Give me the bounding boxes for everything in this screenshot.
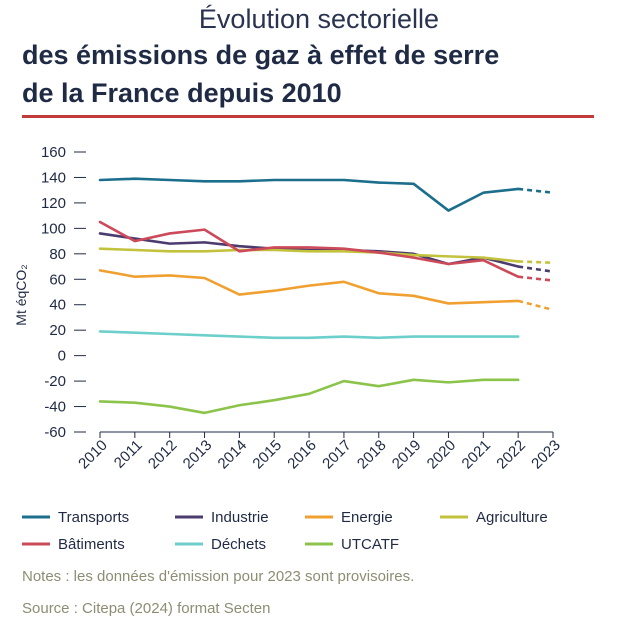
series-déchets bbox=[98, 330, 520, 340]
x-axis: 2010 2011 2012 2013 2014 2015 2016 2017 2018 2019… bbox=[75, 431, 564, 473]
legend-label: Industrie bbox=[211, 509, 269, 526]
chart-source: Source : Citepa (2024) format Secten bbox=[22, 600, 271, 617]
legend-item: Agriculture bbox=[440, 509, 548, 526]
y-tick-label: -20 bbox=[44, 373, 66, 390]
x-tick-label: 2023 bbox=[528, 437, 564, 473]
emissions-line-chart: Mt éqCO₂ -60-40-20020406080100120140160 … bbox=[13, 144, 564, 553]
series-line-provisional bbox=[517, 299, 554, 312]
y-tick-label: -60 bbox=[44, 424, 66, 441]
x-tick-label: 2014 bbox=[215, 437, 251, 473]
x-tick-label: 2011 bbox=[111, 437, 146, 472]
y-tick-label: -40 bbox=[44, 399, 66, 416]
series-line-provisional bbox=[518, 260, 554, 265]
series-line-solid bbox=[98, 247, 520, 263]
x-tick-label: 2020 bbox=[424, 437, 460, 473]
x-tick-label: 2018 bbox=[354, 437, 390, 473]
chart-title-line-1: Évolution sectorielle bbox=[198, 4, 440, 34]
series-agriculture bbox=[98, 247, 554, 265]
title-divider bbox=[22, 115, 594, 118]
series-line-solid bbox=[98, 269, 520, 305]
chart-notes: Notes : les données d'émission pour 2023… bbox=[22, 568, 415, 585]
x-tick-label: 2019 bbox=[389, 437, 425, 473]
series-line-solid bbox=[98, 177, 520, 212]
legend-label: Déchets bbox=[211, 536, 266, 553]
series-lines bbox=[98, 177, 554, 415]
legend-item: Déchets bbox=[175, 536, 266, 553]
y-tick-label: 140 bbox=[41, 169, 66, 186]
series-bâtiments bbox=[98, 220, 554, 282]
chart-title-line-2: des émissions de gaz à effet de serre bbox=[22, 40, 500, 70]
x-tick-label: 2022 bbox=[493, 437, 529, 473]
legend-label: Transports bbox=[58, 509, 129, 526]
x-tick-label: 2016 bbox=[284, 437, 320, 473]
legend-label: UTCATF bbox=[341, 536, 399, 553]
x-tick-label: 2010 bbox=[75, 437, 111, 473]
legend-item: Industrie bbox=[175, 509, 269, 526]
x-tick-label: 2012 bbox=[145, 437, 181, 473]
series-line-provisional bbox=[518, 187, 554, 195]
y-tick-label: 100 bbox=[41, 220, 66, 237]
y-tick-label: 120 bbox=[41, 195, 66, 212]
chart-title-line-3: de la France depuis 2010 bbox=[22, 78, 342, 108]
y-axis: -60 -40 -20 0 20 40 60 80 100 120 140 160 bbox=[41, 144, 86, 441]
series-utcatf bbox=[98, 378, 520, 415]
legend: Transports Industrie Energie Agriculture Bât… bbox=[22, 509, 548, 553]
x-tick-label: 2015 bbox=[249, 437, 285, 473]
series-line-provisional bbox=[517, 265, 554, 273]
legend-label: Bâtiments bbox=[58, 536, 125, 553]
y-tick-label: 0 bbox=[58, 348, 66, 365]
y-axis-label: Mt éqCO₂ bbox=[13, 264, 29, 325]
legend-label: Energie bbox=[341, 509, 393, 526]
legend-item: UTCATF bbox=[305, 536, 399, 553]
series-line-solid bbox=[98, 378, 520, 415]
legend-label: Agriculture bbox=[476, 509, 548, 526]
series-line-solid bbox=[98, 330, 520, 340]
series-transports bbox=[98, 177, 554, 212]
legend-item: Bâtiments bbox=[22, 536, 125, 553]
y-tick-label: 80 bbox=[49, 246, 66, 263]
legend-item: Energie bbox=[305, 509, 393, 526]
series-line-provisional bbox=[518, 275, 554, 282]
y-tick-label: 40 bbox=[49, 297, 66, 314]
x-tick-label: 2021 bbox=[459, 437, 495, 473]
legend-item: Transports bbox=[22, 509, 129, 526]
x-tick-label: 2013 bbox=[180, 437, 216, 473]
series-line-solid bbox=[98, 220, 520, 279]
series-energie bbox=[98, 269, 554, 312]
y-tick-label: 60 bbox=[49, 271, 66, 288]
x-tick-label: 2017 bbox=[319, 437, 355, 473]
y-tick-label: 20 bbox=[49, 322, 66, 339]
y-tick-label: 160 bbox=[41, 144, 66, 161]
